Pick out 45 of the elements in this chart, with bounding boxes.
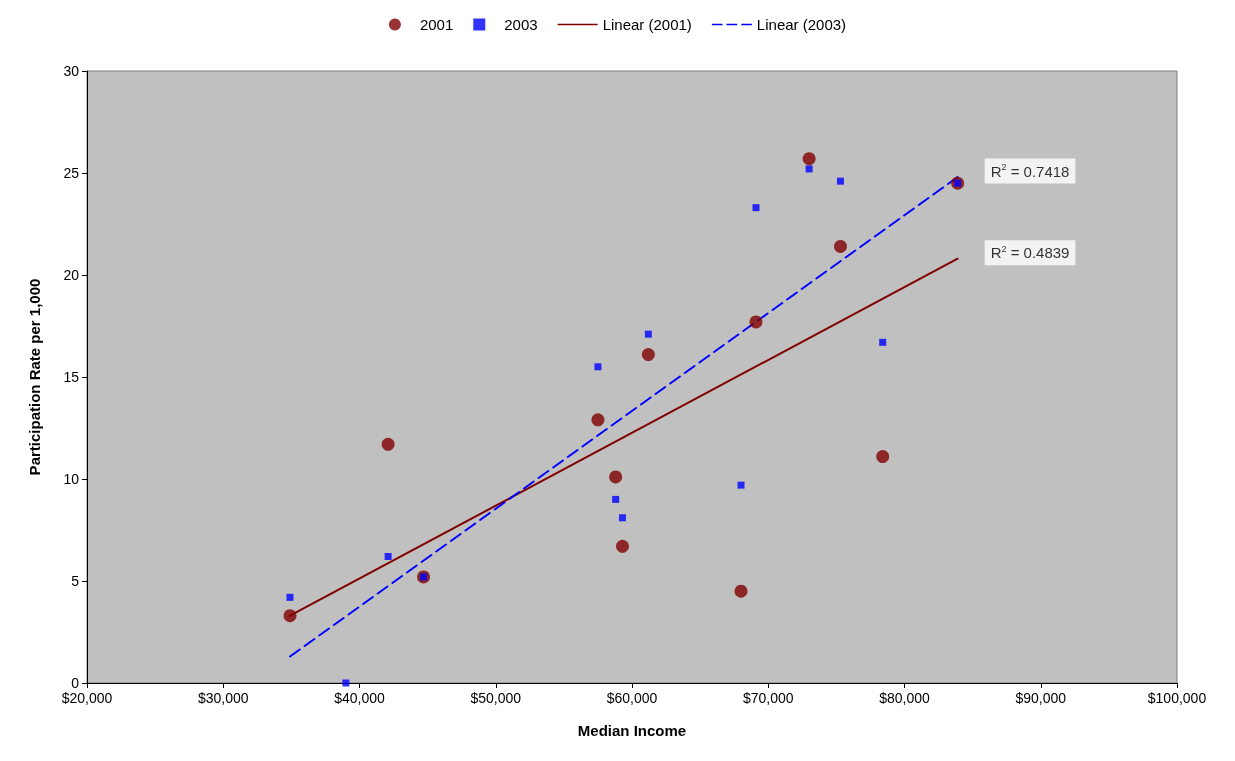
point xyxy=(594,363,602,371)
point xyxy=(618,514,626,522)
point xyxy=(836,177,844,185)
point xyxy=(283,609,297,623)
y-tick-label: 30 xyxy=(63,63,80,79)
y-tick-label: 15 xyxy=(63,369,80,385)
point xyxy=(286,593,294,601)
legend-label: 2003 xyxy=(504,16,538,33)
x-tick-label: $70,000 xyxy=(742,690,794,706)
x-tick-label: $100,000 xyxy=(1147,690,1207,706)
point xyxy=(591,413,605,427)
legend-label: Linear (2003) xyxy=(756,16,847,33)
y-tick-label: 25 xyxy=(63,165,80,181)
legend-label: 2001 xyxy=(419,16,454,33)
point xyxy=(609,470,623,484)
point xyxy=(833,239,847,253)
y-axis-title: Participation Rate per 1,000 xyxy=(26,278,43,476)
legend-label: Linear (2001) xyxy=(602,16,692,33)
point xyxy=(384,553,392,561)
point xyxy=(802,152,816,166)
point xyxy=(615,539,629,553)
point xyxy=(381,437,395,451)
x-tick-label: $20,000 xyxy=(61,690,113,706)
x-axis-title: Median Income xyxy=(577,722,687,739)
y-tick-label: 10 xyxy=(63,471,80,487)
x-tick-label: $40,000 xyxy=(334,690,386,706)
point xyxy=(876,450,890,464)
point xyxy=(749,315,763,329)
point xyxy=(342,679,350,687)
y-tick-label: 5 xyxy=(71,573,80,589)
y-tick-label: 20 xyxy=(63,267,80,283)
point xyxy=(734,584,748,598)
point xyxy=(752,204,760,212)
point xyxy=(612,495,620,503)
x-tick-label: $60,000 xyxy=(606,690,658,706)
point xyxy=(879,338,887,346)
x-tick-label: $30,000 xyxy=(197,690,249,706)
point xyxy=(737,481,745,489)
y-tick-label: 0 xyxy=(71,675,80,691)
point xyxy=(644,330,652,338)
x-tick-label: $90,000 xyxy=(1015,690,1067,706)
point xyxy=(641,348,655,362)
point xyxy=(805,165,813,173)
x-tick-label: $80,000 xyxy=(879,690,931,706)
x-tick-label: $50,000 xyxy=(470,690,522,706)
